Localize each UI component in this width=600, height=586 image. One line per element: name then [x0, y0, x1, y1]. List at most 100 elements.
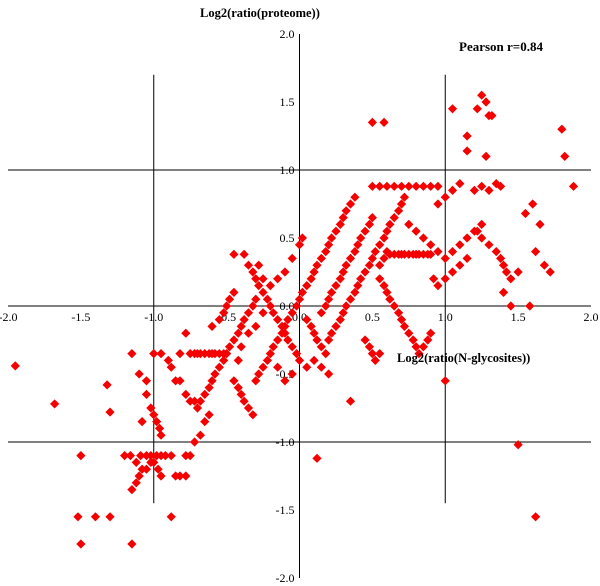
data-point	[399, 321, 410, 331]
data-point	[131, 457, 141, 467]
data-point	[324, 294, 334, 304]
data-point	[411, 181, 421, 191]
data-point	[324, 369, 334, 379]
data-point	[440, 192, 450, 202]
y-tick-label: 1.5	[280, 95, 295, 109]
data-point	[200, 389, 210, 399]
data-point	[472, 226, 482, 236]
pearson-annotation: Pearson r=0.84	[459, 39, 543, 54]
data-point	[316, 308, 326, 318]
data-point	[306, 321, 316, 331]
data-point	[324, 335, 334, 345]
data-point	[506, 274, 516, 284]
data-point	[396, 181, 407, 191]
data-point	[149, 457, 159, 467]
data-point	[229, 335, 239, 345]
data-point	[254, 281, 264, 291]
data-point	[394, 206, 404, 216]
data-point	[481, 151, 491, 161]
data-point	[251, 376, 261, 386]
data-point	[411, 226, 421, 236]
data-point	[294, 355, 305, 365]
data-point	[335, 274, 345, 284]
data-point	[149, 410, 159, 420]
data-point	[418, 342, 428, 352]
data-point	[302, 315, 312, 325]
data-point	[385, 294, 395, 304]
data-point	[210, 369, 220, 379]
data-point	[297, 233, 308, 243]
data-point	[385, 219, 395, 229]
data-point	[200, 417, 210, 427]
data-point	[239, 396, 249, 406]
data-point	[389, 181, 399, 191]
data-point	[426, 240, 436, 250]
data-point	[501, 267, 512, 277]
data-point	[312, 453, 322, 463]
data-point	[367, 117, 377, 127]
data-point	[229, 376, 239, 386]
data-point	[214, 362, 224, 372]
data-point	[367, 253, 377, 263]
data-point	[127, 539, 137, 549]
data-point	[268, 342, 278, 352]
x-tick-labels: -2.0 -1.5 -1.0 -0.5 0.0 0.5 1.0 1.5 2.0	[0, 310, 599, 324]
data-point	[309, 267, 319, 277]
data-point	[309, 328, 319, 338]
x-tick-label: 1.5	[511, 310, 526, 324]
data-point	[414, 349, 424, 359]
data-point	[484, 240, 494, 250]
data-point	[545, 267, 555, 277]
data-point	[134, 369, 144, 379]
data-point	[338, 267, 348, 277]
data-point	[283, 335, 293, 345]
data-point	[105, 407, 115, 417]
data-point	[484, 185, 494, 195]
data-point	[146, 403, 156, 413]
data-point	[513, 440, 523, 450]
data-point	[404, 181, 414, 191]
data-point	[236, 389, 246, 399]
data-point	[175, 349, 185, 359]
data-point	[353, 240, 363, 250]
data-point	[243, 328, 254, 338]
data-point	[356, 233, 366, 243]
data-point	[404, 328, 414, 338]
data-point	[156, 471, 166, 481]
data-point	[265, 349, 275, 359]
data-point	[370, 355, 380, 365]
data-point	[462, 146, 472, 156]
data-point	[433, 247, 443, 257]
data-point	[498, 260, 509, 270]
data-point	[447, 185, 458, 195]
data-point	[491, 247, 501, 257]
data-point	[535, 219, 545, 229]
data-point	[360, 267, 370, 277]
data-point	[411, 342, 421, 352]
data-point	[146, 451, 156, 461]
data-point	[477, 233, 487, 243]
data-point	[423, 335, 433, 345]
data-point	[166, 362, 176, 372]
data-point	[331, 321, 341, 331]
data-point	[265, 281, 275, 291]
x-tick-label: -1.5	[71, 310, 90, 324]
data-point	[254, 369, 264, 379]
data-point	[149, 349, 159, 359]
data-point	[408, 335, 418, 345]
data-point	[487, 111, 497, 121]
data-point	[539, 260, 549, 270]
data-point	[181, 389, 191, 399]
data-point	[291, 349, 302, 359]
data-points	[10, 90, 579, 549]
data-point	[367, 213, 377, 223]
data-point	[90, 512, 101, 522]
data-point	[73, 512, 83, 522]
data-point	[341, 260, 351, 270]
data-point	[341, 301, 351, 311]
data-point	[273, 274, 283, 284]
y-tick-label: 0.0	[280, 299, 295, 313]
data-point	[477, 90, 487, 100]
data-point	[287, 342, 297, 352]
data-point	[396, 199, 407, 209]
